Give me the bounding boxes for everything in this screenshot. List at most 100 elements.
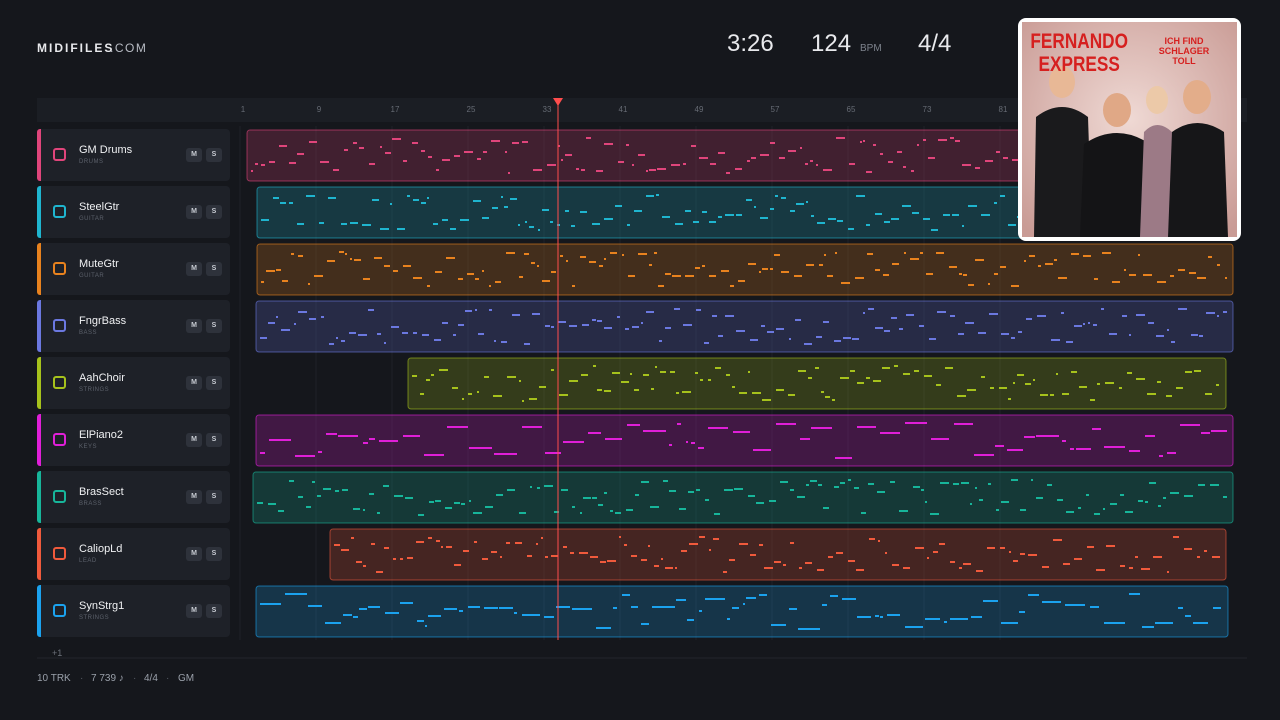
clip: [329, 528, 1227, 581]
clip: [256, 243, 1234, 296]
track-icon: [53, 604, 66, 617]
track-name: MuteGtr: [79, 258, 119, 270]
track-kind: LEAD: [79, 558, 97, 564]
track-header[interactable]: MuteGtr GUITAR M S: [37, 243, 230, 295]
solo-button[interactable]: S: [206, 490, 222, 504]
track-kind: KEYS: [79, 444, 98, 450]
clip-notes: [257, 479, 1227, 516]
track-icon: [53, 319, 66, 332]
mute-button[interactable]: M: [186, 604, 202, 618]
solo-button[interactable]: S: [206, 433, 222, 447]
track-icon: [53, 262, 66, 275]
band-photo: [1034, 66, 1228, 237]
ruler-label: 33: [543, 105, 552, 114]
track-header[interactable]: FngrBass BASS M S: [37, 300, 230, 352]
sep: ·: [80, 673, 84, 684]
ruler-label: 41: [619, 105, 628, 114]
cover-album: ICH FIND SCHLAGER TOLL: [1158, 36, 1210, 66]
brand-suffix: .COM: [110, 41, 148, 55]
sep: ·: [166, 673, 170, 684]
solo-button[interactable]: S: [206, 148, 222, 162]
ruler-label: 17: [391, 105, 400, 114]
sep: ·: [133, 673, 137, 684]
brand: MIDIFILES: [37, 41, 115, 55]
ruler-label: 9: [317, 105, 322, 114]
track-color: [37, 585, 41, 637]
track-name: ElPiano2: [79, 429, 124, 441]
track-color: [37, 186, 41, 238]
album-cover: FERNANDO EXPRESS ICH FIND SCHLAGER TOLL: [1018, 18, 1241, 241]
solo-button[interactable]: S: [206, 262, 222, 276]
track-icon: [53, 376, 66, 389]
mute-button[interactable]: M: [186, 547, 202, 561]
track-icon: [53, 205, 66, 218]
track-name: SynStrg1: [79, 600, 125, 612]
solo-button[interactable]: S: [206, 319, 222, 333]
playhead-handle: [553, 98, 563, 106]
solo-button[interactable]: S: [206, 547, 222, 561]
ruler-label: 65: [847, 105, 856, 114]
track-name: BrasSect: [79, 486, 124, 498]
footer-notes: 7 739 ♪: [91, 673, 124, 684]
track-color: [37, 357, 41, 409]
clip-notes: [412, 365, 1219, 402]
ruler-label: 25: [467, 105, 476, 114]
time: 3:26: [727, 30, 774, 57]
mute-button[interactable]: M: [186, 319, 202, 333]
track-name: GM Drums: [79, 144, 133, 156]
ruler-label: 1: [241, 105, 246, 114]
tempo: 124: [811, 30, 852, 57]
ruler-label: 73: [923, 105, 932, 114]
meter: 4/4: [918, 30, 952, 57]
track-kind: STRINGS: [79, 387, 110, 393]
clip: [252, 471, 1234, 524]
track-name: FngrBass: [79, 315, 127, 327]
mute-button[interactable]: M: [186, 490, 202, 504]
footer-bank: GM: [178, 673, 195, 684]
solo-button[interactable]: S: [206, 376, 222, 390]
track-color: [37, 414, 41, 466]
track-name: AahChoir: [79, 372, 125, 384]
track-kind: STRINGS: [79, 615, 110, 621]
mute-button[interactable]: M: [186, 433, 202, 447]
track-header[interactable]: SynStrg1 STRINGS M S: [37, 585, 230, 637]
mute-button[interactable]: M: [186, 262, 202, 276]
track-header[interactable]: AahChoir STRINGS M S: [37, 357, 230, 409]
track-kind: BRASS: [79, 501, 102, 507]
track-header[interactable]: ElPiano2 KEYS M S: [37, 414, 230, 466]
track-color: [37, 129, 41, 181]
clip: [255, 585, 1229, 638]
track-icon: [53, 148, 66, 161]
track-icon: [53, 433, 66, 446]
track-kind: GUITAR: [79, 273, 105, 279]
track-header[interactable]: SteelGtr GUITAR M S: [37, 186, 230, 238]
solo-button[interactable]: S: [206, 604, 222, 618]
clip: [407, 357, 1227, 410]
track-header[interactable]: BrasSect BRASS M S: [37, 471, 230, 523]
footer-tracks: 10 TRK: [37, 673, 71, 684]
track-header[interactable]: GM Drums DRUMS M S: [37, 129, 230, 181]
more-tracks[interactable]: +1: [52, 648, 63, 658]
mute-button[interactable]: M: [186, 205, 202, 219]
track-color: [37, 243, 41, 295]
track-color: [37, 300, 41, 352]
footer-meter: 4/4: [144, 673, 158, 684]
clip: [255, 300, 1234, 353]
track-kind: BASS: [79, 330, 98, 336]
ruler-label: 49: [695, 105, 704, 114]
track-color: [37, 471, 41, 523]
mute-button[interactable]: M: [186, 376, 202, 390]
track-name: CaliopLd: [79, 543, 123, 555]
solo-button[interactable]: S: [206, 205, 222, 219]
track-icon: [53, 490, 66, 503]
track-color: [37, 528, 41, 580]
track-kind: GUITAR: [79, 216, 105, 222]
mute-button[interactable]: M: [186, 148, 202, 162]
track-name: SteelGtr: [79, 201, 120, 213]
clip: [255, 414, 1234, 467]
cover-artist: FERNANDO EXPRESS: [1030, 30, 1128, 76]
tempo-unit: BPM: [860, 43, 882, 54]
track-header[interactable]: CaliopLd LEAD M S: [37, 528, 230, 580]
